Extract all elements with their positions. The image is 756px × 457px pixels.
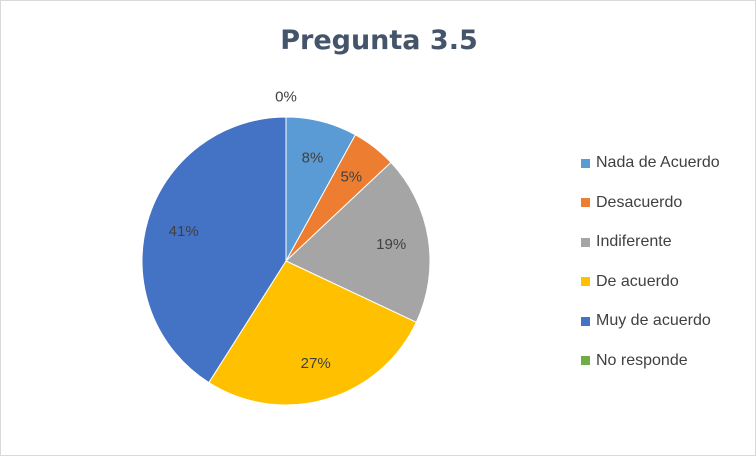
legend-swatch-indiferente	[581, 237, 590, 247]
chart-title: Pregunta 3.5	[280, 25, 478, 56]
legend-item-de-acuerdo: De acuerdo	[581, 272, 720, 292]
legend-item-nada-de-acuerdo: Nada de Acuerdo	[581, 153, 720, 173]
legend-label-muy-de-acuerdo: Muy de acuerdo	[596, 312, 711, 329]
legend-item-desacuerdo: Desacuerdo	[581, 193, 720, 213]
legend-swatch-no-responde	[581, 356, 590, 365]
legend-label-nada-de-acuerdo: Nada de Acuerdo	[596, 154, 720, 171]
legend: Nada de Acuerdo Desacuerdo Indiferente De a…	[581, 153, 720, 390]
data-label-indiferente: 19%	[376, 236, 406, 253]
data-label-muy-de-acuerdo: 41%	[169, 223, 199, 240]
data-label-desacuerdo: 5%	[340, 168, 362, 185]
pie-slice-de-acuerdo	[208, 260, 417, 406]
legend-label-indiferente: Indiferente	[596, 233, 672, 250]
data-label-no-responde: 0%	[275, 89, 297, 106]
data-label-nada-de-acuerdo: 8%	[302, 149, 324, 166]
legend-swatch-nada-de-acuerdo	[581, 158, 590, 168]
legend-label-de-acuerdo: De acuerdo	[596, 272, 679, 290]
legend-swatch-de-acuerdo	[581, 277, 590, 286]
legend-item-muy-de-acuerdo: Muy de acuerdo	[581, 311, 720, 331]
pie-slice-indiferente	[285, 161, 431, 323]
legend-swatch-muy-de-acuerdo	[581, 316, 590, 326]
data-label-de-acuerdo: 27%	[301, 355, 331, 372]
pie-slice-muy-de-acuerdo	[141, 116, 287, 384]
legend-label-no-responde: No responde	[596, 351, 688, 369]
legend-item-no-responde: No responde	[581, 351, 720, 371]
legend-label-desacuerdo: Desacuerdo	[596, 193, 683, 211]
legend-item-indiferente: Indiferente	[581, 232, 720, 252]
legend-swatch-desacuerdo	[581, 198, 590, 207]
